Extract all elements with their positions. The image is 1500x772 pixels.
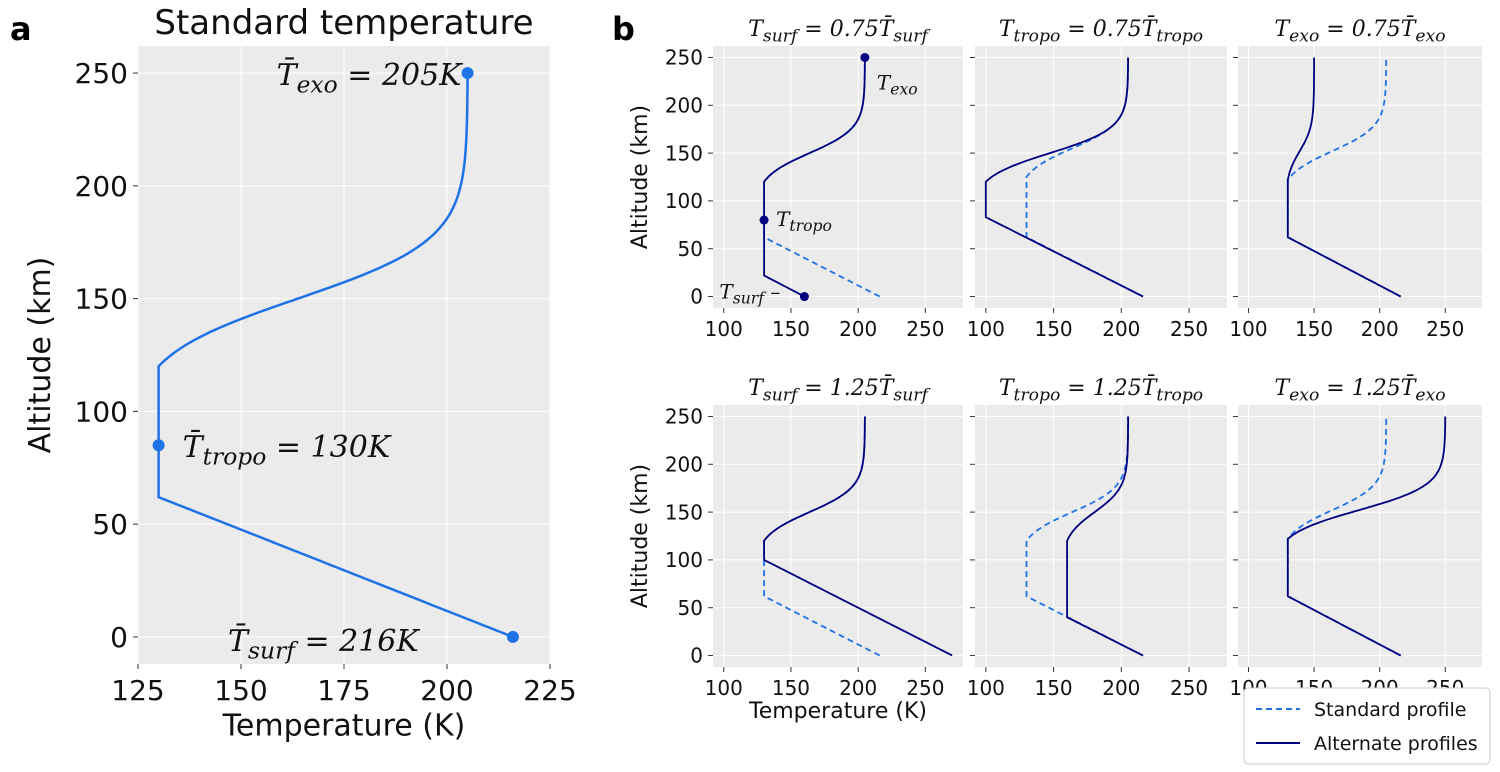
y-tick-label: 100 xyxy=(75,395,128,428)
legend-box xyxy=(1243,687,1491,765)
x-tick-label: 250 xyxy=(1170,317,1208,341)
x-tick-label: 250 xyxy=(1170,676,1208,700)
x-tick-label: 200 xyxy=(839,676,877,700)
x-axis-label: Temperature (K) xyxy=(222,708,466,743)
y-axis-label: Altitude (km) xyxy=(628,464,653,608)
x-tick-label: 200 xyxy=(1102,676,1140,700)
point-label: T̄surf​ = 216K xyxy=(228,622,420,664)
x-tick-label: 100 xyxy=(1229,317,1267,341)
x-tick-label: 150 xyxy=(1034,317,1072,341)
y-tick-label: 50 xyxy=(678,237,703,261)
x-tick-label: 225 xyxy=(523,674,576,707)
x-tick-label: 100 xyxy=(705,676,743,700)
x-tick-label: 150 xyxy=(772,317,810,341)
chart-b2: 100 150 200 250 Ttropo​ = 0.75T̄tropo​ xyxy=(967,15,1227,341)
data-point xyxy=(506,630,519,643)
chart-title: Ttropo​ = 1.25T̄tropo​ xyxy=(999,374,1203,406)
chart-title: Tsurf​ = 0.75T̄surf​ xyxy=(748,15,930,47)
y-tick-label: 0 xyxy=(110,621,128,654)
y-tick-label: 200 xyxy=(75,170,128,203)
plot-area xyxy=(713,46,963,308)
chart-title: Texo​ = 1.25T̄exo​ xyxy=(1274,374,1445,406)
x-tick-label: 250 xyxy=(906,317,944,341)
y-tick-label: 250 xyxy=(75,57,128,90)
x-tick-label: 175 xyxy=(317,674,370,707)
y-tick-label: 50 xyxy=(678,596,703,620)
point-label: T̄tropo​ = 130K xyxy=(183,429,392,471)
x-tick-label: 150 xyxy=(1034,676,1072,700)
y-tick-label: 250 xyxy=(665,46,703,70)
x-tick-label: 100 xyxy=(967,676,1005,700)
y-tick-label: 150 xyxy=(665,141,703,165)
marker-label: Texo​ xyxy=(877,70,918,98)
plot-area xyxy=(713,405,963,667)
x-tick-label: 250 xyxy=(1426,317,1464,341)
x-tick-label: 200 xyxy=(1102,317,1140,341)
marker-label: Ttropo​ xyxy=(776,207,832,235)
series-line-alternate xyxy=(1286,416,1447,657)
chart-b1: 100 150 200 250 0 50 100 150 200 250 Altitude (km)… xyxy=(628,15,963,341)
y-axis-label: Altitude (km) xyxy=(628,105,653,249)
chart-b3: 100 150 200 250 Texo​ = 0.75T̄exo​ xyxy=(1229,15,1482,341)
data-point xyxy=(152,439,165,452)
plot-area xyxy=(1238,46,1482,308)
data-point xyxy=(461,67,474,80)
panel-b-letter: b xyxy=(612,10,635,48)
x-tick-label: 200 xyxy=(420,674,473,707)
y-tick-label: 0 xyxy=(690,285,703,309)
point-label: T̄exo​ = 205K xyxy=(277,57,464,99)
x-tick-label: 100 xyxy=(967,317,1005,341)
marker-point xyxy=(799,292,809,302)
y-tick-label: 50 xyxy=(92,508,128,541)
y-tick-label: 150 xyxy=(75,283,128,316)
chart-title: Texo​ = 0.75T̄exo​ xyxy=(1274,15,1445,47)
y-tick-label: 100 xyxy=(665,189,703,213)
x-tick-label: 250 xyxy=(906,676,944,700)
series-line-standard xyxy=(157,73,514,639)
x-axis-label: Temperature (K) xyxy=(748,699,927,724)
chart-title: Standard temperature xyxy=(154,3,533,43)
x-tick-label: 125 xyxy=(111,674,164,707)
marker-label: Tsurf​ – xyxy=(719,280,780,308)
series-line-alternate xyxy=(984,57,1144,298)
y-tick-label: 150 xyxy=(665,500,703,524)
chart-b5: 100 150 200 250 Ttropo​ = 1.25T̄tropo​ xyxy=(967,374,1227,700)
legend: Standard profile Alternate profiles xyxy=(1243,687,1491,765)
x-tick-label: 150 xyxy=(772,676,810,700)
y-tick-label: 0 xyxy=(690,644,703,668)
x-tick-label: 150 xyxy=(1295,317,1333,341)
chart-title: Ttropo​ = 0.75T̄tropo​ xyxy=(999,15,1203,47)
marker-point xyxy=(860,52,870,62)
marker-point xyxy=(759,215,769,225)
y-tick-label: 100 xyxy=(665,548,703,572)
series-line-alternate xyxy=(1286,57,1402,298)
y-tick-label: 200 xyxy=(665,452,703,476)
y-tick-label: 250 xyxy=(665,405,703,429)
x-tick-label: 200 xyxy=(839,317,877,341)
legend-label-standard: Standard profile xyxy=(1314,699,1467,721)
plot-area xyxy=(1238,405,1482,667)
panel-a-letter: a xyxy=(10,10,32,48)
series-line-alternate xyxy=(763,57,866,298)
plot-area xyxy=(975,405,1227,667)
chart-a: 125 150 175 200 225 0 50 100 150 200 250 Temperatur… xyxy=(23,3,577,743)
y-axis-label: Altitude (km) xyxy=(23,257,58,454)
x-tick-label: 150 xyxy=(214,674,267,707)
y-tick-label: 200 xyxy=(665,93,703,117)
x-tick-label: 200 xyxy=(1361,317,1399,341)
legend-label-alternate: Alternate profiles xyxy=(1314,733,1478,755)
charts-container: 125 150 175 200 225050100150200250Temperatur… xyxy=(23,3,1482,743)
chart-title: Tsurf​ = 1.25T̄surf​ xyxy=(748,374,930,406)
series-line-alternate xyxy=(1066,416,1144,657)
series-line-alternate xyxy=(763,416,953,657)
x-tick-label: 100 xyxy=(705,317,743,341)
plot-area xyxy=(975,46,1227,308)
